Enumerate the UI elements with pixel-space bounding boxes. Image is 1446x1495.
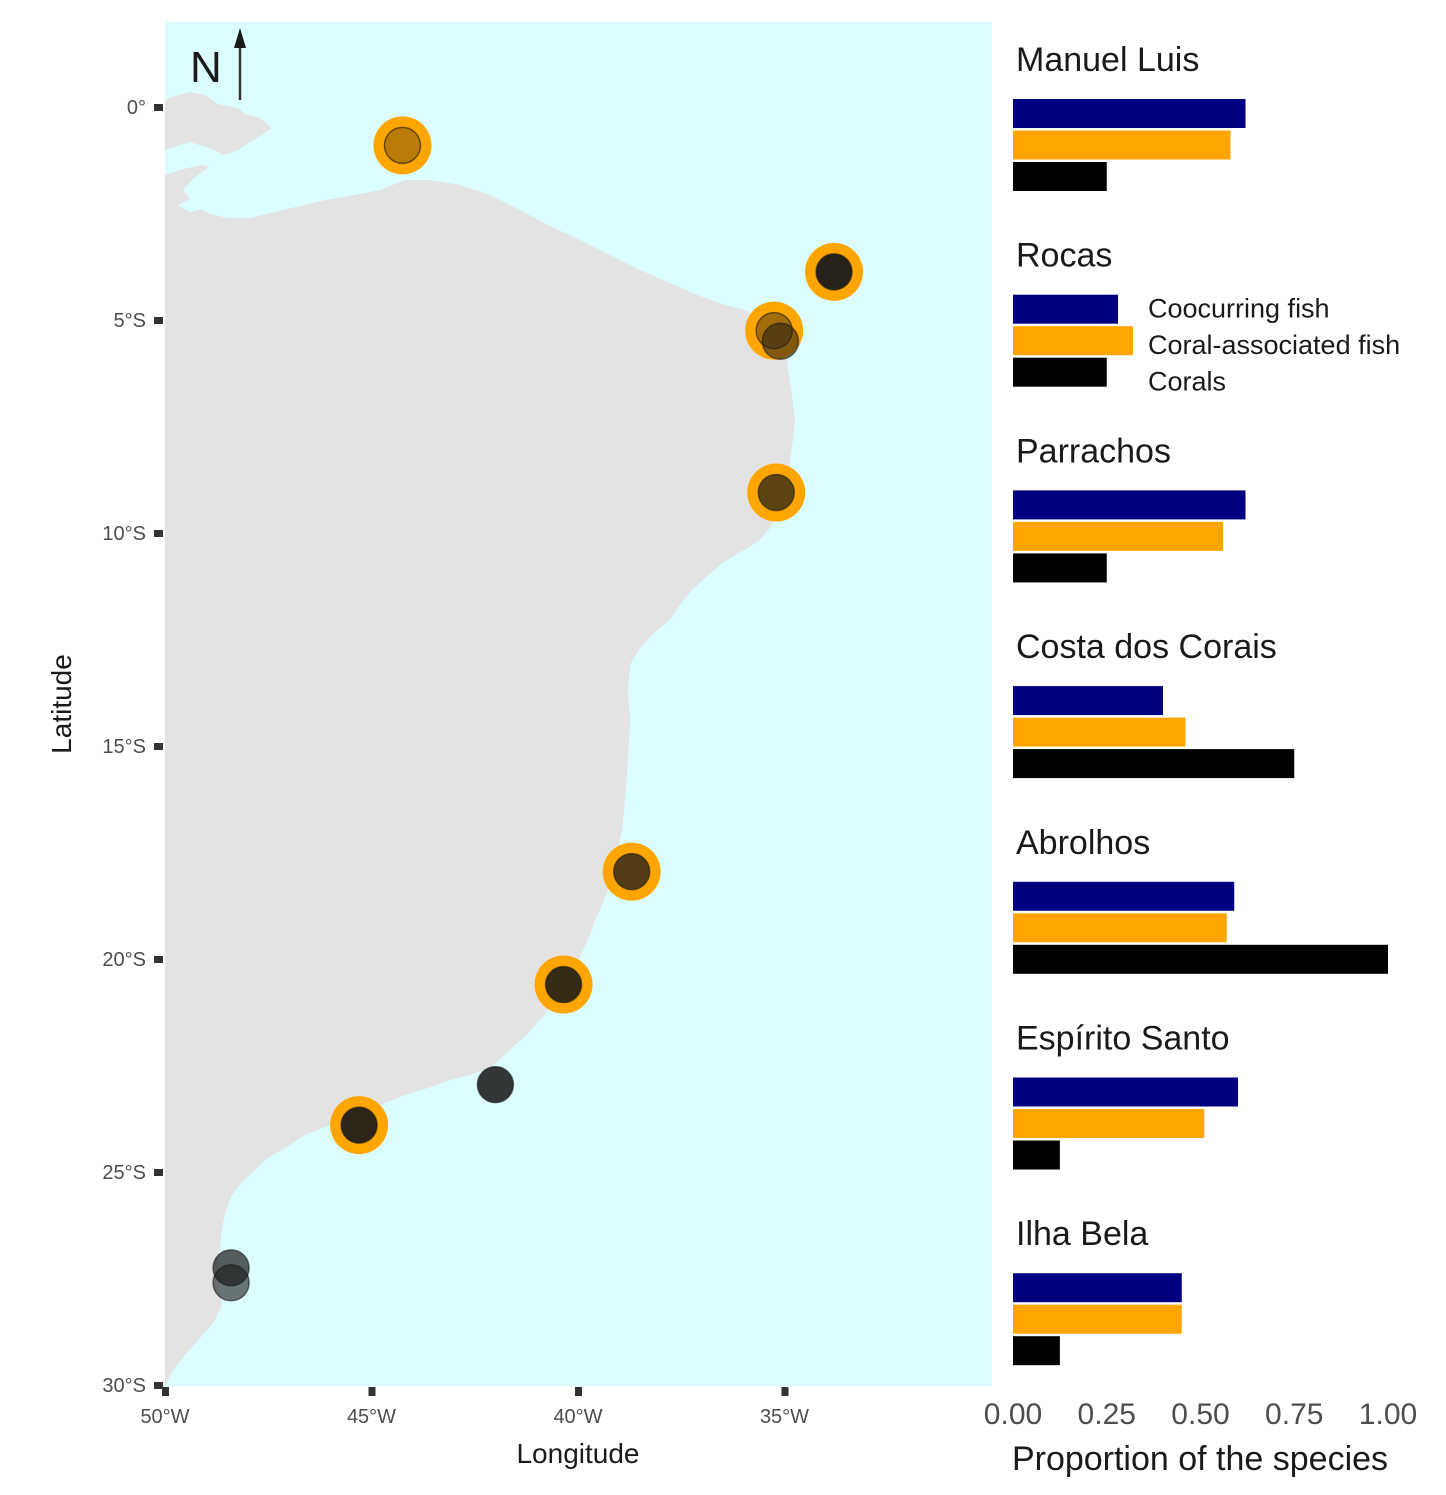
amazon-delta-channel [178,192,232,212]
y-tick-label: 0° [127,97,146,119]
panel-title: Abrolhos [1016,824,1150,862]
x-tick-mark [781,1387,789,1396]
north-arrow-icon [234,28,246,48]
north-arrow: N [190,28,246,100]
y-tick-label: 5°S [114,310,146,332]
bar-chart-panels: Manuel Luis Rocas Parrachos Costa dos Corai… [1013,41,1400,1366]
site-point [815,253,853,291]
bar-corals [1013,1140,1060,1170]
map-y-axis-title: Latitude [46,654,77,754]
bar-x-tick-label: 0.25 [1078,1398,1136,1431]
y-tick-label: 20°S [102,949,146,971]
x-tick-mark [575,1387,582,1396]
bar-corals [1013,749,1295,779]
panel-manuel-luis: Manuel Luis [1013,41,1246,191]
bar-x-axis: 0.00 0.25 0.50 0.75 1.00 [984,1398,1417,1431]
site-point [383,126,422,165]
land-mass [165,22,795,1386]
x-tick-mark [162,1387,169,1396]
y-tick-mark [154,317,163,324]
bar-x-axis-title: Proportion of the species [1012,1440,1388,1478]
bar-coral-associated-fish [1013,326,1133,356]
bar-coocurring-fish [1013,1077,1238,1107]
bar-coocurring-fish [1013,99,1246,128]
y-tick-mark [154,956,163,963]
brazil-coastline [165,22,795,1386]
bar-x-tick-label: 0.00 [984,1398,1042,1431]
bar-coocurring-fish [1013,881,1235,911]
site-point [757,473,795,512]
x-tick-label: 40°W [553,1406,602,1428]
y-tick-mark [154,104,163,111]
panel-title: Espírito Santo [1016,1020,1230,1058]
panel-title: Manuel Luis [1016,41,1199,79]
panel-rocas: Rocas [1013,237,1133,387]
amazon-estuary-channel [165,142,230,175]
bar-corals [1013,1336,1060,1366]
map-x-axis-title: Longitude [516,1438,639,1469]
bar-coocurring-fish [1013,686,1163,716]
panel-ilha-bela: Ilha Bela [1013,1215,1182,1366]
bar-coocurring-fish [1013,1273,1182,1303]
y-tick-label: 15°S [102,736,146,758]
legend-label: Corals [1148,367,1226,397]
site-point [761,322,800,361]
y-tick-label: 30°S [102,1375,146,1397]
x-tick-label: 45°W [347,1406,396,1428]
y-tick-label: 10°S [102,523,146,545]
site-point [612,852,651,891]
bar-coral-associated-fish [1013,717,1186,747]
bar-x-tick-label: 0.75 [1265,1398,1323,1431]
survey-sites [212,116,864,1302]
bar-coral-associated-fish [1013,521,1223,551]
panel-abrolhos: Abrolhos [1013,824,1388,974]
site-point [476,1065,515,1104]
map-panel: N 0° 5°S 10°S 15°S 20°S 25°S 30°S 50°W 45°W 40°W… [46,22,992,1469]
panel-title: Costa dos Corais [1016,628,1277,666]
bar-coral-associated-fish [1013,1109,1205,1138]
y-tick-mark [154,1169,163,1176]
bar-coral-associated-fish [1013,130,1231,160]
legend: Coocurring fish Coral-associated fish Cora… [1148,294,1400,397]
bar-x-tick-label: 1.00 [1359,1398,1417,1431]
y-tick-mark [154,743,163,750]
bar-x-tick-label: 0.50 [1171,1398,1229,1431]
panel-title: Rocas [1016,237,1112,275]
north-label: N [190,43,222,92]
panel-parrachos: Parrachos [1013,432,1246,583]
x-tick-mark [368,1387,376,1396]
panel-title: Parrachos [1016,432,1171,470]
y-tick-mark [154,530,163,537]
bar-coocurring-fish [1013,490,1246,520]
x-tick-label: 35°W [760,1406,809,1428]
legend-label: Coral-associated fish [1148,330,1400,360]
bar-corals [1013,944,1388,974]
map-y-axis: 0° 5°S 10°S 15°S 20°S 25°S 30°S [102,97,163,1397]
legend-label: Coocurring fish [1148,294,1330,324]
site-point [340,1106,378,1144]
map-x-axis: 50°W 45°W 40°W 35°W [140,1387,809,1428]
bar-corals [1013,553,1107,583]
panel-title: Ilha Bela [1016,1215,1148,1253]
site-point [212,1264,250,1302]
bar-coral-associated-fish [1013,1304,1182,1334]
x-tick-label: 50°W [140,1406,189,1428]
site-point [544,965,583,1004]
bar-corals [1013,357,1107,387]
y-tick-label: 25°S [102,1162,146,1184]
site-highlight-ring [373,116,432,175]
y-tick-mark [154,1382,163,1389]
bar-coral-associated-fish [1013,913,1227,943]
panel-espirito-santo: Espírito Santo [1013,1020,1238,1170]
bar-coocurring-fish [1013,294,1118,324]
bar-corals [1013,162,1107,191]
panel-costa-dos-corais: Costa dos Corais [1013,628,1295,779]
